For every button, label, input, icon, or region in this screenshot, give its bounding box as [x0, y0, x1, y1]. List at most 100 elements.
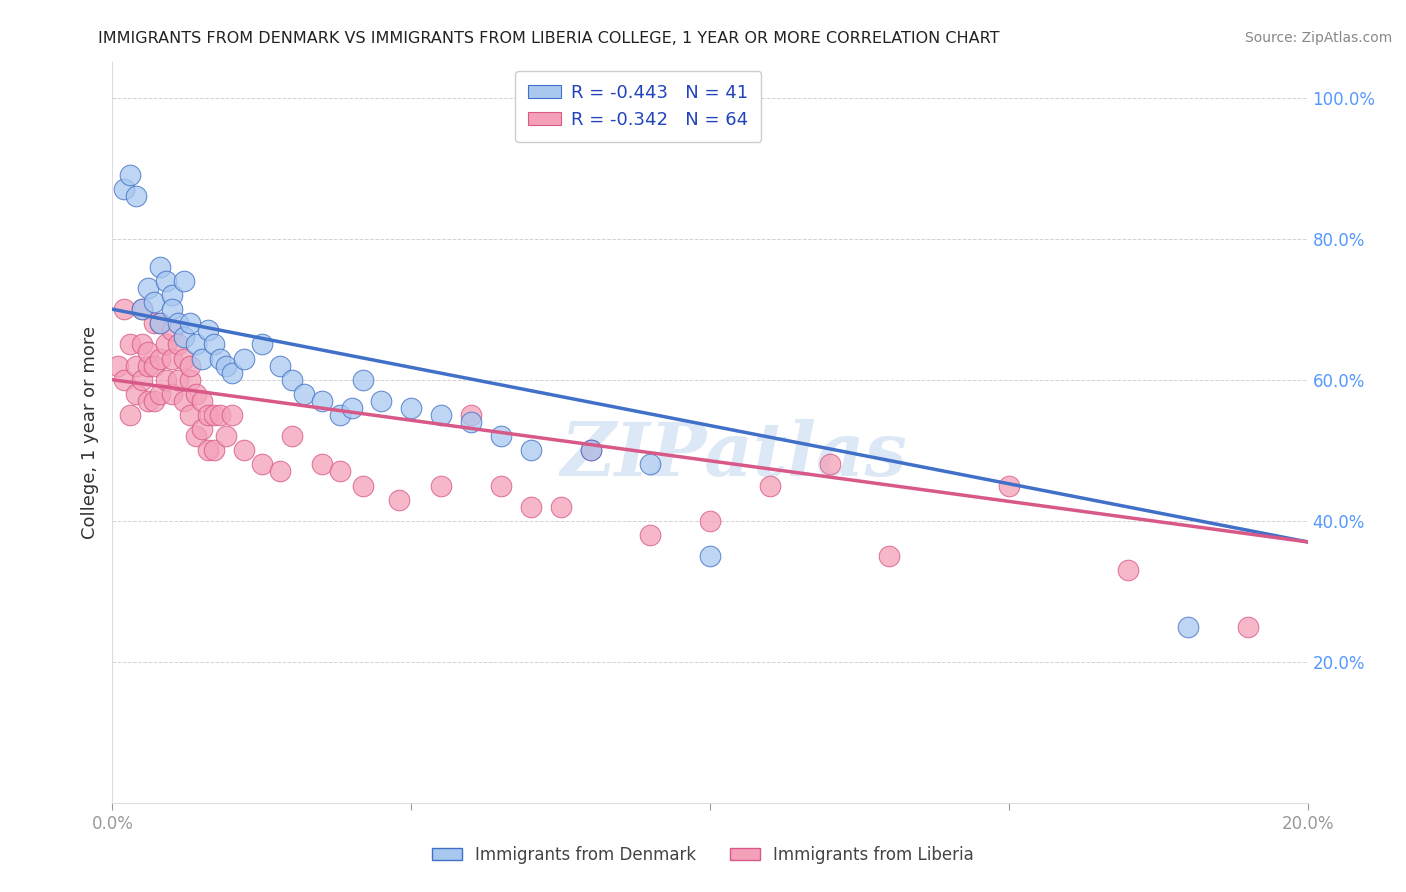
- Point: [215, 429, 238, 443]
- Point: [1237, 619, 1260, 633]
- Point: [167, 337, 190, 351]
- Point: [173, 351, 195, 366]
- Point: [233, 443, 256, 458]
- Point: [202, 337, 225, 351]
- Point: [149, 351, 172, 366]
- Point: [191, 393, 214, 408]
- Point: [460, 415, 482, 429]
- Point: [233, 351, 256, 366]
- Point: [489, 478, 512, 492]
- Point: [186, 429, 208, 443]
- Point: [162, 302, 183, 317]
- Point: [311, 393, 333, 408]
- Point: [818, 458, 841, 472]
- Point: [149, 316, 172, 330]
- Point: [250, 337, 273, 351]
- Point: [179, 316, 201, 330]
- Point: [167, 373, 190, 387]
- Point: [173, 274, 195, 288]
- Point: [138, 281, 160, 295]
- Point: [125, 359, 148, 373]
- Point: [114, 373, 135, 387]
- Point: [120, 408, 142, 422]
- Point: [353, 373, 375, 387]
- Point: [162, 323, 183, 337]
- Point: [579, 443, 602, 458]
- Text: IMMIGRANTS FROM DENMARK VS IMMIGRANTS FROM LIBERIA COLLEGE, 1 YEAR OR MORE CORRE: IMMIGRANTS FROM DENMARK VS IMMIGRANTS FR…: [98, 31, 1000, 46]
- Point: [167, 316, 190, 330]
- Point: [138, 359, 160, 373]
- Point: [340, 401, 363, 415]
- Point: [292, 387, 315, 401]
- Point: [131, 337, 153, 351]
- Point: [998, 478, 1021, 492]
- Point: [131, 302, 153, 317]
- Point: [209, 351, 232, 366]
- Legend: R = -0.443   N = 41, R = -0.342   N = 64: R = -0.443 N = 41, R = -0.342 N = 64: [516, 71, 761, 142]
- Point: [120, 337, 142, 351]
- Point: [173, 393, 195, 408]
- Point: [197, 408, 219, 422]
- Point: [579, 443, 602, 458]
- Y-axis label: College, 1 year or more: College, 1 year or more: [82, 326, 100, 539]
- Point: [269, 464, 291, 478]
- Point: [370, 393, 392, 408]
- Point: [401, 401, 423, 415]
- Point: [550, 500, 572, 514]
- Point: [120, 168, 142, 182]
- Point: [221, 366, 243, 380]
- Point: [131, 302, 153, 317]
- Point: [179, 408, 201, 422]
- Point: [179, 359, 201, 373]
- Point: [125, 387, 148, 401]
- Point: [388, 492, 411, 507]
- Point: [460, 408, 482, 422]
- Point: [329, 464, 352, 478]
- Point: [269, 359, 291, 373]
- Point: [155, 337, 177, 351]
- Point: [191, 422, 214, 436]
- Point: [759, 478, 782, 492]
- Point: [143, 316, 166, 330]
- Point: [879, 549, 901, 563]
- Point: [149, 260, 172, 274]
- Point: [149, 316, 172, 330]
- Legend: Immigrants from Denmark, Immigrants from Liberia: Immigrants from Denmark, Immigrants from…: [426, 839, 980, 871]
- Point: [186, 387, 208, 401]
- Point: [430, 478, 453, 492]
- Point: [430, 408, 453, 422]
- Point: [162, 288, 183, 302]
- Point: [311, 458, 333, 472]
- Point: [281, 429, 304, 443]
- Point: [1118, 563, 1140, 577]
- Point: [520, 500, 543, 514]
- Point: [114, 302, 135, 317]
- Point: [155, 373, 177, 387]
- Point: [699, 514, 721, 528]
- Text: Source: ZipAtlas.com: Source: ZipAtlas.com: [1244, 31, 1392, 45]
- Point: [640, 528, 662, 542]
- Point: [215, 359, 238, 373]
- Point: [520, 443, 543, 458]
- Point: [125, 189, 148, 203]
- Point: [281, 373, 304, 387]
- Point: [162, 351, 183, 366]
- Point: [162, 387, 183, 401]
- Point: [138, 344, 160, 359]
- Point: [179, 373, 201, 387]
- Point: [197, 443, 219, 458]
- Point: [173, 330, 195, 344]
- Point: [640, 458, 662, 472]
- Point: [489, 429, 512, 443]
- Point: [186, 337, 208, 351]
- Point: [143, 295, 166, 310]
- Point: [114, 182, 135, 196]
- Point: [1177, 619, 1199, 633]
- Point: [202, 443, 225, 458]
- Point: [143, 359, 166, 373]
- Point: [191, 351, 214, 366]
- Text: ZIPatlas: ZIPatlas: [561, 418, 907, 491]
- Point: [209, 408, 232, 422]
- Point: [221, 408, 243, 422]
- Point: [143, 393, 166, 408]
